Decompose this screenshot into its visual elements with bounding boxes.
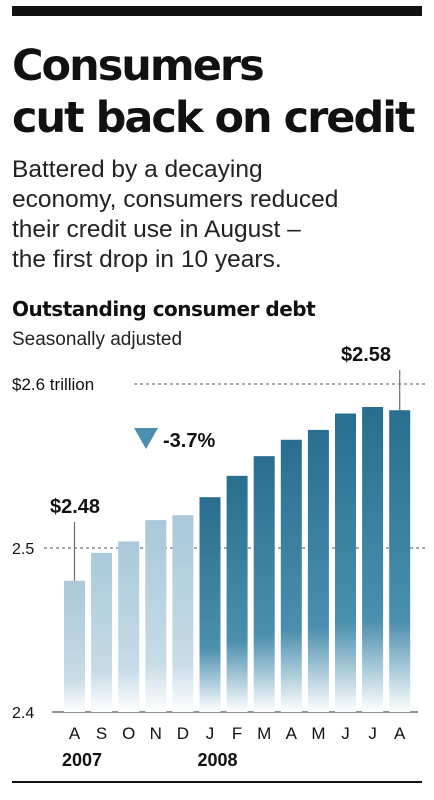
- y-tick-label: 2.4: [12, 705, 34, 722]
- top-rule: [12, 6, 422, 16]
- bar-0: [64, 580, 85, 712]
- bar-9: [307, 429, 329, 712]
- y-tick-label: 2.5: [12, 541, 34, 558]
- change-label: -3.7%: [163, 430, 215, 452]
- first-value-label: $2.48: [50, 496, 100, 518]
- headline: Consumers cut back on credit: [12, 40, 422, 144]
- chart-subtitle: Seasonally adjusted: [12, 329, 183, 350]
- bar-8: [280, 439, 302, 712]
- bar-3: [145, 520, 167, 712]
- bar-7: [253, 456, 275, 712]
- x-tick-label: M: [311, 724, 325, 743]
- chart-title: Outstanding consumer debt: [12, 297, 316, 321]
- bar-6: [226, 475, 248, 712]
- deck-line-4: the first drop in 10 years.: [12, 246, 282, 273]
- x-tick-label: N: [150, 724, 162, 743]
- x-tick-label: J: [368, 724, 377, 743]
- bar-1: [91, 552, 113, 712]
- bar-5: [199, 497, 221, 712]
- x-tick-label: S: [96, 724, 107, 743]
- annotations: $2.48 $2.58 -3.7%: [50, 344, 401, 581]
- x-tick-label: A: [286, 724, 298, 743]
- x-tick-label: O: [122, 724, 135, 743]
- bar-11: [362, 406, 384, 712]
- headline-line-2: cut back on credit: [12, 93, 416, 143]
- year-label-2007: 2007: [62, 750, 102, 770]
- bar-10: [335, 413, 356, 712]
- bar-2: [118, 541, 140, 712]
- bottom-rule: [12, 781, 422, 783]
- headline-line-1: Consumers: [12, 41, 265, 91]
- deck-line-2: economy, consumers reduced: [12, 186, 339, 213]
- x-tick-label: J: [341, 724, 350, 743]
- deck-text: Battered by a decaying economy, consumer…: [12, 155, 427, 275]
- bar-12: [389, 410, 411, 712]
- deck-line-1: Battered by a decaying: [12, 156, 263, 183]
- y-tick-label: $2.6 trillion: [12, 375, 94, 394]
- x-tick-label: F: [232, 724, 242, 743]
- x-tick-label: A: [394, 724, 406, 743]
- down-triangle-icon: [134, 428, 158, 449]
- bar-4: [172, 515, 194, 712]
- x-tick-label: J: [206, 724, 215, 743]
- bars: [64, 406, 411, 712]
- x-tick-label: A: [69, 724, 81, 743]
- year-label-2008: 2008: [198, 750, 238, 770]
- x-tick-label: M: [257, 724, 271, 743]
- deck-line-3: their credit use in August –: [12, 216, 301, 243]
- x-tick-label: D: [177, 724, 189, 743]
- last-value-label: $2.58: [341, 344, 391, 366]
